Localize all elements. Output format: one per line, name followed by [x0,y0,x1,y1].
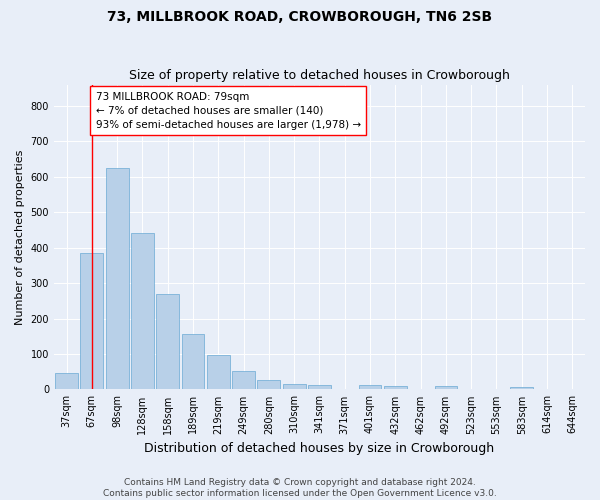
X-axis label: Distribution of detached houses by size in Crowborough: Distribution of detached houses by size … [145,442,494,455]
Bar [106,168,128,390]
Text: 73, MILLBROOK ROAD, CROWBOROUGH, TN6 2SB: 73, MILLBROOK ROAD, CROWBOROUGH, TN6 2SB [107,10,493,24]
Title: Size of property relative to detached houses in Crowborough: Size of property relative to detached ho… [129,69,510,82]
Bar [232,371,255,390]
Bar [359,385,382,390]
Bar [308,385,331,390]
Bar [80,253,103,390]
Bar [131,234,154,390]
Text: 73 MILLBROOK ROAD: 79sqm
← 7% of detached houses are smaller (140)
93% of semi-d: 73 MILLBROOK ROAD: 79sqm ← 7% of detache… [95,92,361,130]
Bar [207,355,230,390]
Text: Contains HM Land Registry data © Crown copyright and database right 2024.
Contai: Contains HM Land Registry data © Crown c… [103,478,497,498]
Bar [257,380,280,390]
Bar [157,294,179,390]
Bar [384,386,407,390]
Y-axis label: Number of detached properties: Number of detached properties [15,150,25,324]
Bar [283,384,305,390]
Bar [434,386,457,390]
Bar [511,386,533,390]
Bar [182,334,205,390]
Bar [55,374,78,390]
